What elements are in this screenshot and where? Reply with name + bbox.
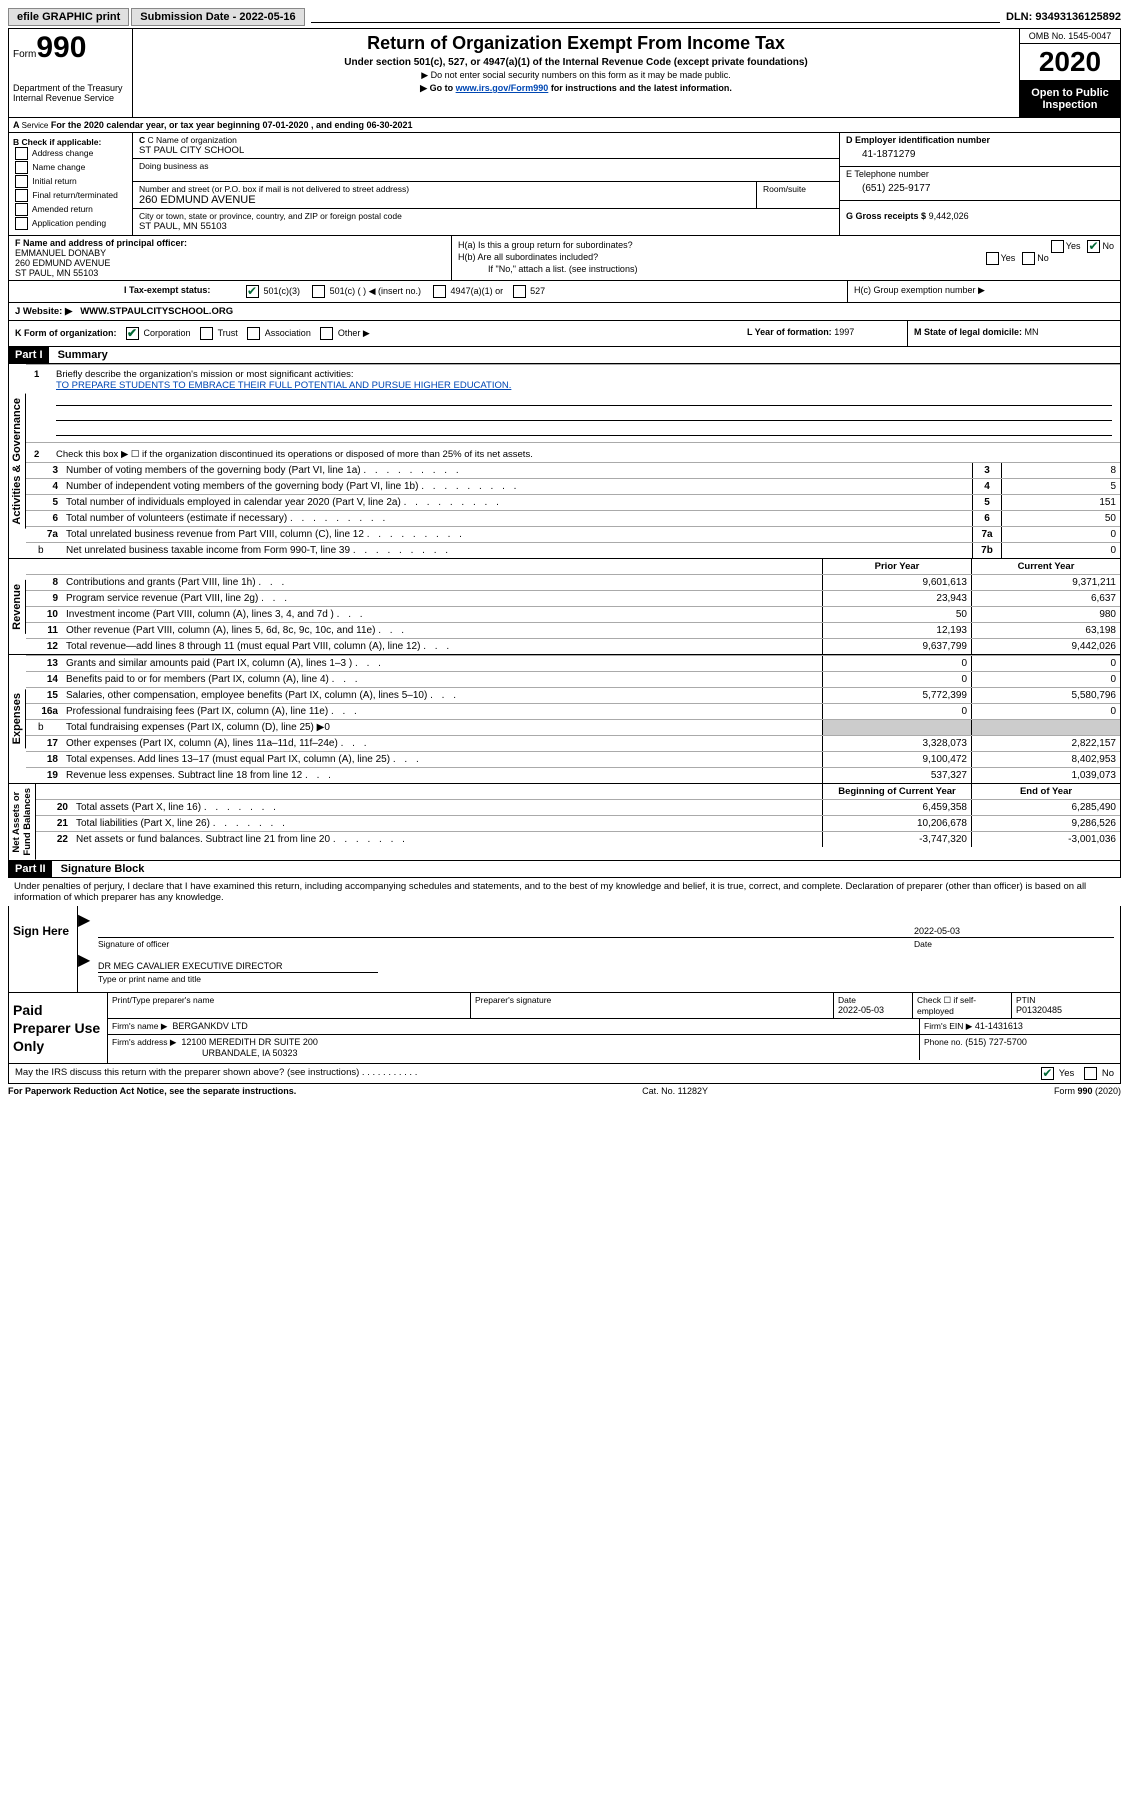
paid-prep-lbl: Paid Preparer Use Only — [9, 993, 108, 1064]
chk-other[interactable] — [320, 327, 333, 340]
exp-line: bTotal fundraising expenses (Part IX, co… — [26, 719, 1120, 735]
footer-left: For Paperwork Reduction Act Notice, see … — [8, 1086, 296, 1096]
vtab-governance: Activities & Governance — [9, 394, 26, 529]
footer-mid: Cat. No. 11282Y — [642, 1086, 708, 1096]
topbar-spacer — [311, 12, 1000, 23]
ein-box: D Employer identification number 41-1871… — [840, 133, 1120, 167]
officer-box: F Name and address of principal officer:… — [9, 236, 452, 280]
mission-link[interactable]: TO PREPARE STUDENTS TO EMBRACE THEIR FUL… — [56, 380, 511, 391]
subdate-val: 2022-05-16 — [239, 11, 295, 23]
exp-line: 18Total expenses. Add lines 13–17 (must … — [26, 751, 1120, 767]
firm-name: BERGANKDV LTD — [172, 1021, 247, 1031]
irs-link[interactable]: www.irs.gov/Form990 — [456, 83, 549, 93]
rev-line: 8Contributions and grants (Part VIII, li… — [26, 574, 1120, 590]
gov-line: 7a Total unrelated business revenue from… — [26, 526, 1120, 542]
form-subtitle: Under section 501(c), 527, or 4947(a)(1)… — [137, 57, 1015, 68]
chk-address-change[interactable]: Address change — [32, 148, 93, 158]
hc-box: H(c) Group exemption number ▶ — [847, 281, 1114, 302]
vtab-netassets: Net Assets or Fund Balances — [9, 784, 36, 860]
exp-line: 14Benefits paid to or for members (Part … — [26, 671, 1120, 687]
gov-line: 6 Total number of volunteers (estimate i… — [26, 510, 1120, 526]
subdate-btn: Submission Date - 2022-05-16 — [131, 8, 304, 26]
domicile: M State of legal domicile: MN — [907, 321, 1114, 346]
sig-officer-lbl: Signature of officer — [98, 939, 900, 949]
tax-year: 2020 — [1020, 44, 1120, 81]
form-org-row: K Form of organization: Corporation Trus… — [15, 327, 747, 340]
na-line: 22Net assets or fund balances. Subtract … — [36, 831, 1120, 847]
exp-line: 15Salaries, other compensation, employee… — [26, 687, 1120, 703]
exp-line: 17Other expenses (Part IX, column (A), l… — [26, 735, 1120, 751]
na-line: 21Total liabilities (Part X, line 26) . … — [36, 815, 1120, 831]
may-yes[interactable] — [1041, 1067, 1054, 1080]
footer-right: Form 990 (2020) — [1054, 1086, 1121, 1096]
chk-corp[interactable] — [126, 327, 139, 340]
gross-box: G Gross receipts $ 9,442,026 — [840, 201, 1120, 223]
header-left: Form990 Department of the Treasury Inter… — [9, 29, 133, 117]
header-mid: Return of Organization Exempt From Incom… — [133, 29, 1019, 117]
website-row: J Website: ▶ WWW.STPAULCITYSCHOOL.ORG — [8, 303, 1121, 321]
form-title: Return of Organization Exempt From Incom… — [137, 33, 1015, 54]
subdate-lbl: Submission Date — [140, 11, 229, 23]
org-name-box: C C Name of organization ST PAUL CITY SC… — [133, 133, 839, 159]
may-no[interactable] — [1084, 1067, 1097, 1080]
q2-text: Check this box ▶ ☐ if the organization d… — [56, 449, 533, 460]
section-a: A Service For the 2020 calendar year, or… — [8, 118, 1121, 133]
dln: DLN: 93493136125892 — [1006, 11, 1121, 23]
part2-title: Signature Block — [55, 861, 151, 877]
city-box: City or town, state or province, country… — [133, 208, 839, 234]
room-box: Room/suite — [757, 182, 839, 208]
chk-501c[interactable] — [312, 285, 325, 298]
chk-assoc[interactable] — [247, 327, 260, 340]
chk-final[interactable]: Final return/terminated — [32, 190, 118, 200]
part1-badge: Part I — [9, 347, 49, 363]
exp-line: 19Revenue less expenses. Subtract line 1… — [26, 767, 1120, 783]
exp-line: 16aProfessional fundraising fees (Part I… — [26, 703, 1120, 719]
year-formation: L Year of formation: 1997 — [747, 327, 907, 340]
h-box: H(a) Is this a group return for subordin… — [452, 236, 1120, 280]
chk-527[interactable] — [513, 285, 526, 298]
vtab-expenses: Expenses — [9, 689, 26, 748]
dba-box: Doing business as — [133, 159, 839, 182]
open-public-badge: Open to Public Inspection — [1020, 81, 1120, 117]
vtab-revenue: Revenue — [9, 580, 26, 634]
addr-box: Number and street (or P.O. box if mail i… — [133, 182, 757, 208]
chk-name-change[interactable]: Name change — [32, 162, 85, 172]
box-b: B Check if applicable: Address change Na… — [9, 133, 133, 235]
tel-box: E Telephone number (651) 225-9177 — [840, 167, 1120, 201]
efile-print-btn[interactable]: efile GRAPHIC print — [8, 8, 129, 26]
chk-app-pending[interactable]: Application pending — [32, 218, 106, 228]
may-irs-q: May the IRS discuss this return with the… — [15, 1067, 1039, 1080]
chk-amended[interactable]: Amended return — [32, 204, 93, 214]
omb-no: OMB No. 1545-0047 — [1020, 29, 1120, 44]
chk-initial[interactable]: Initial return — [32, 176, 76, 186]
gov-line: 3 Number of voting members of the govern… — [26, 462, 1120, 478]
sig-name: DR MEG CAVALIER EXECUTIVE DIRECTOR — [98, 961, 283, 971]
rev-line: 12Total revenue—add lines 8 through 11 (… — [26, 638, 1120, 654]
chk-trust[interactable] — [200, 327, 213, 340]
chk-4947[interactable] — [433, 285, 446, 298]
perjury-text: Under penalties of perjury, I declare th… — [8, 878, 1121, 906]
sig-date: 2022-05-03 — [914, 926, 1114, 936]
rev-line: 9Program service revenue (Part VIII, lin… — [26, 590, 1120, 606]
header-right: OMB No. 1545-0047 2020 Open to Public In… — [1019, 29, 1120, 117]
chk-501c3[interactable] — [246, 285, 259, 298]
gov-line: 5 Total number of individuals employed i… — [26, 494, 1120, 510]
rev-line: 10Investment income (Part VIII, column (… — [26, 606, 1120, 622]
part2-badge: Part II — [9, 861, 52, 877]
rev-line: 11Other revenue (Part VIII, column (A), … — [26, 622, 1120, 638]
part1-title: Summary — [52, 347, 114, 363]
sign-here-lbl: Sign Here — [9, 906, 78, 992]
gov-line: 4 Number of independent voting members o… — [26, 478, 1120, 494]
na-line: 20Total assets (Part X, line 16) . . . .… — [36, 799, 1120, 815]
q1-text: Briefly describe the organization's miss… — [56, 369, 354, 380]
gov-line: b Net unrelated business taxable income … — [26, 542, 1120, 558]
exp-line: 13Grants and similar amounts paid (Part … — [26, 655, 1120, 671]
